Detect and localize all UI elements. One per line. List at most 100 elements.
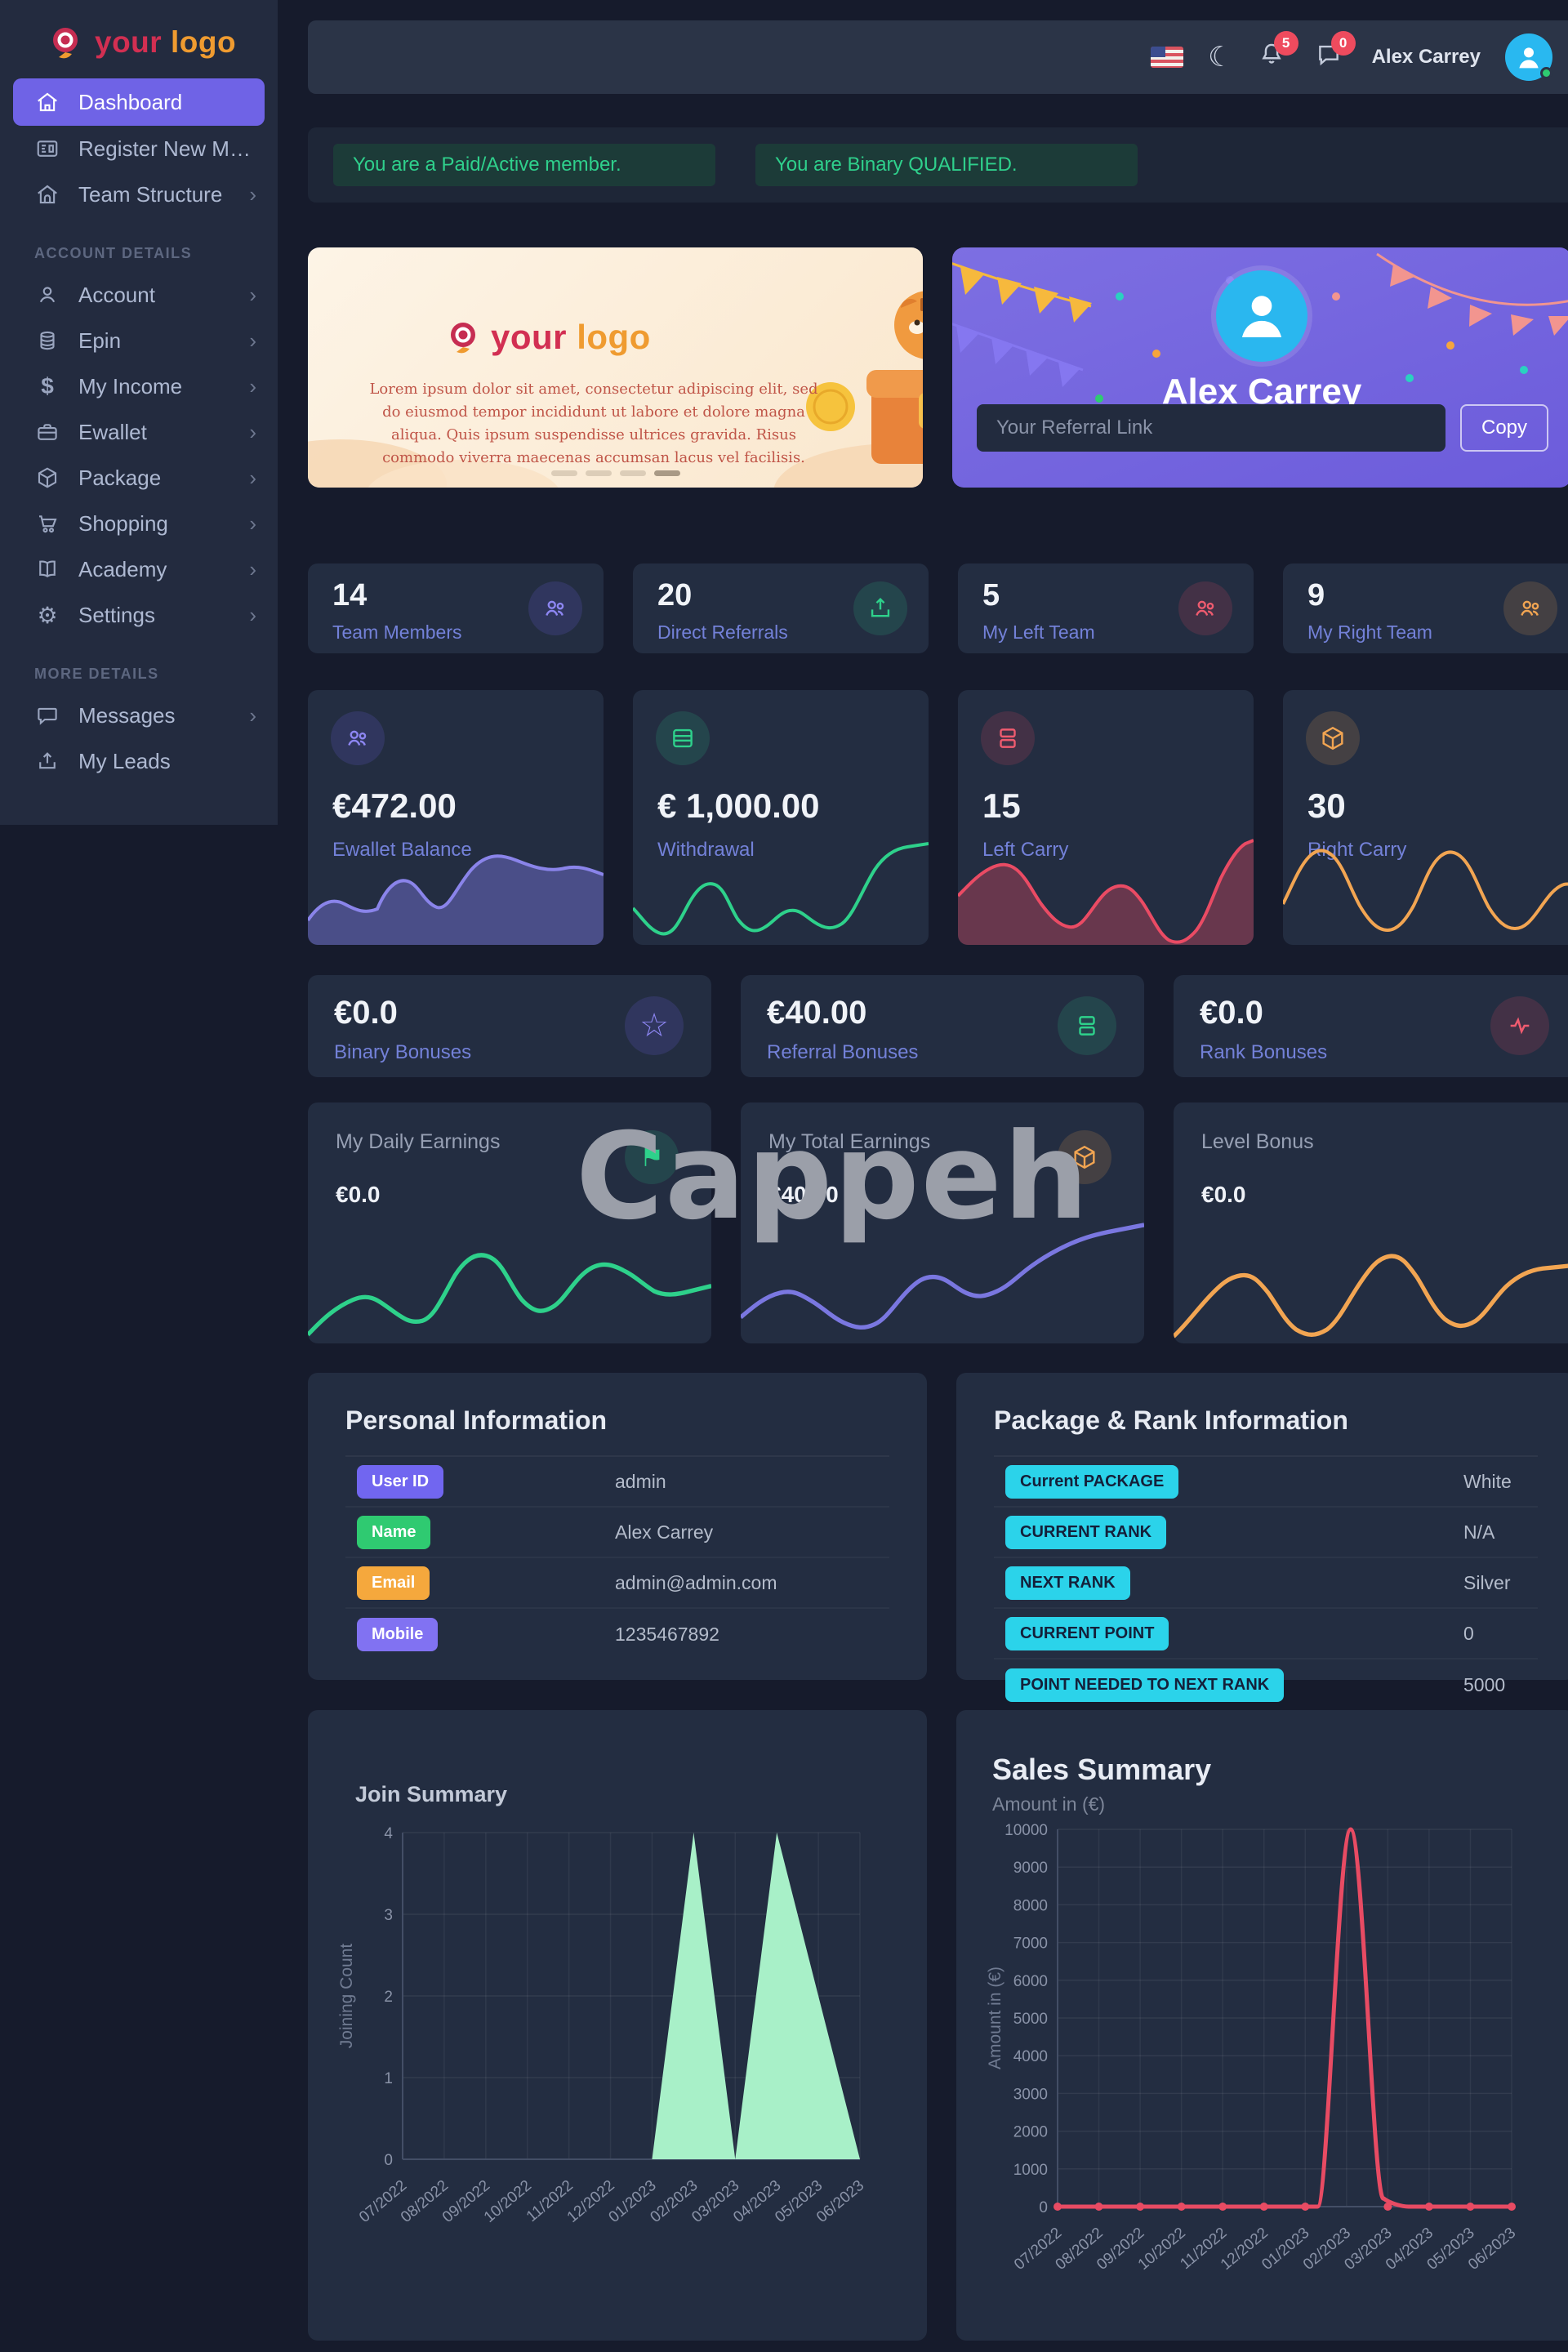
sidebar-item-shopping[interactable]: Shopping › xyxy=(0,501,278,546)
sidebar: your logo Dashboard Register New Mem... … xyxy=(0,0,278,825)
card-value: €40.00 xyxy=(768,1182,839,1207)
info-row: CURRENT POINT 0 xyxy=(994,1609,1538,1659)
users-icon xyxy=(1178,581,1232,635)
y-axis-title: Amount in (€) xyxy=(986,1967,1004,2069)
referral-link-input[interactable] xyxy=(977,404,1446,452)
y-tick-label: 4 xyxy=(384,1825,393,1842)
card-value: €0.0 xyxy=(336,1182,381,1207)
chart-title: Sales Summary xyxy=(992,1753,1212,1786)
topbar: ☾ 5 0 Alex Carrey xyxy=(308,20,1568,94)
referral-bonuses-card[interactable]: €40.00 Referral Bonuses xyxy=(741,975,1144,1077)
promo-lorem-text: Lorem ipsum dolor sit amet, consectetur … xyxy=(369,381,818,466)
sales-point xyxy=(1301,2203,1310,2211)
withdrawal-sparkline xyxy=(633,842,929,936)
stat-label: My Right Team xyxy=(1307,621,1432,643)
sidebar-item-package[interactable]: Package › xyxy=(0,455,278,501)
watermark: Cappeh xyxy=(576,1107,1090,1246)
stats-row: 14 Team Members 20 Direct Referrals 5 My… xyxy=(308,564,1568,653)
stat-card-my-left-team[interactable]: 5 My Left Team xyxy=(958,564,1254,653)
us-flag-icon[interactable] xyxy=(1151,47,1184,68)
chevron-right-icon: › xyxy=(249,510,256,536)
package-icon xyxy=(1306,711,1360,765)
sidebar-item-academy[interactable]: Academy › xyxy=(0,546,278,592)
bunting-decoration xyxy=(952,252,1568,403)
total-earnings-card[interactable]: My Total Earnings €40.00 xyxy=(741,1102,1144,1343)
chevron-right-icon: › xyxy=(249,373,256,399)
user-id-badge: User ID xyxy=(357,1464,444,1499)
chat-icon[interactable]: 0 xyxy=(1315,31,1356,74)
carousel-dots[interactable] xyxy=(550,470,680,476)
stat-card-team-members[interactable]: 14 Team Members xyxy=(308,564,604,653)
right-carry-sparkline xyxy=(1283,849,1568,933)
next-rank-value: Silver xyxy=(1463,1571,1511,1593)
stat-value: 14 xyxy=(332,578,368,612)
promo-banner-card[interactable]: your logo Lorem ipsum dolor sit amet, co… xyxy=(308,247,923,488)
stat-value: 5 xyxy=(982,578,1000,612)
chat-badge: 0 xyxy=(1330,31,1356,56)
stat-card-my-right-team[interactable]: 9 My Right Team xyxy=(1283,564,1568,653)
x-tick-label: 10/2022 xyxy=(481,2177,535,2226)
carousel-dot-active[interactable] xyxy=(653,470,680,476)
sidebar-item-messages[interactable]: Messages › xyxy=(0,693,278,738)
y-tick-label: 5000 xyxy=(1013,2011,1048,2028)
person-icon xyxy=(34,282,60,308)
sidebar-item-label: My Income xyxy=(78,373,183,399)
carousel-dot[interactable] xyxy=(619,470,646,476)
chevron-right-icon: › xyxy=(249,702,256,728)
sales-point xyxy=(1136,2203,1145,2211)
cart-icon xyxy=(34,510,60,537)
package-icon xyxy=(1058,1130,1111,1184)
join-area xyxy=(403,1833,860,2159)
carousel-dot[interactable] xyxy=(585,470,612,476)
left-carry-sparkline xyxy=(958,839,1254,945)
user-name[interactable]: Alex Carrey xyxy=(1371,46,1481,68)
avatar[interactable] xyxy=(1505,33,1552,81)
y-tick-label: 7000 xyxy=(1013,1936,1048,1953)
card-label: Ewallet Balance xyxy=(332,839,472,861)
sidebar-item-epin[interactable]: Epin › xyxy=(0,318,278,363)
moon-icon[interactable]: ☾ xyxy=(1208,42,1233,73)
left-carry-card[interactable]: 15 Left Carry xyxy=(958,690,1254,945)
dollar-icon: $ xyxy=(41,373,54,399)
users-icon xyxy=(1503,581,1557,635)
sidebar-item-ewallet[interactable]: Ewallet › xyxy=(0,409,278,455)
flag-icon: ⚑ xyxy=(625,1130,679,1184)
sidebar-item-team-structure[interactable]: Team Structure › xyxy=(0,172,278,217)
sidebar-item-account[interactable]: Account › xyxy=(0,272,278,318)
logo-text: your logo xyxy=(491,318,651,356)
sales-point xyxy=(1383,2203,1392,2211)
info-row: CURRENT RANK N/A xyxy=(994,1508,1538,1558)
ewallet-sparkline xyxy=(308,854,604,945)
carousel-dot[interactable] xyxy=(550,470,577,476)
sales-point xyxy=(1424,2203,1433,2211)
sidebar-item-register-new-member[interactable]: Register New Mem... xyxy=(0,126,278,172)
binary-bonuses-card[interactable]: €0.0 Binary Bonuses ☆ xyxy=(308,975,711,1077)
sidebar-item-label: Settings xyxy=(78,602,155,627)
sidebar-item-my-leads[interactable]: My Leads xyxy=(0,738,278,784)
sidebar-item-dashboard[interactable]: Dashboard xyxy=(13,78,265,126)
y-tick-label: 4000 xyxy=(1013,2048,1048,2065)
hero-row: your logo Lorem ipsum dolor sit amet, co… xyxy=(308,247,1568,488)
wallet-cards-row: €472.00 Ewallet Balance € 1,000.00 Withd… xyxy=(308,690,1568,945)
right-carry-card[interactable]: 30 Right Carry xyxy=(1283,690,1568,945)
level-bonus-card[interactable]: Level Bonus €0.0 xyxy=(1174,1102,1568,1343)
daily-earnings-card[interactable]: My Daily Earnings €0.0 ⚑ xyxy=(308,1102,711,1343)
stat-value: 9 xyxy=(1307,578,1325,612)
copy-button[interactable]: Copy xyxy=(1460,404,1548,452)
ewallet-balance-card[interactable]: €472.00 Ewallet Balance xyxy=(308,690,604,945)
sidebar-item-settings[interactable]: ⚙ Settings › xyxy=(0,592,278,638)
personal-information-panel: Personal Information User ID admin Name … xyxy=(308,1373,927,1680)
bell-icon[interactable]: 5 xyxy=(1258,31,1298,74)
rank-bonuses-card[interactable]: €0.0 Rank Bonuses xyxy=(1174,975,1568,1077)
chevron-right-icon: › xyxy=(249,419,256,444)
chevron-right-icon: › xyxy=(249,282,256,307)
card-label: My Daily Earnings xyxy=(336,1130,501,1153)
stat-card-direct-referrals[interactable]: 20 Direct Referrals xyxy=(633,564,929,653)
sidebar-item-my-income[interactable]: $ My Income › xyxy=(0,363,278,409)
sidebar-item-label: Epin xyxy=(78,327,122,353)
logo-pin-icon xyxy=(53,28,78,59)
sidebar-section-more-details: MORE DETAILS xyxy=(34,666,159,682)
card-label: Referral Bonuses xyxy=(767,1041,919,1063)
withdrawal-card[interactable]: € 1,000.00 Withdrawal xyxy=(633,690,929,945)
referral-card: Alex Carrey Copy xyxy=(952,247,1568,488)
